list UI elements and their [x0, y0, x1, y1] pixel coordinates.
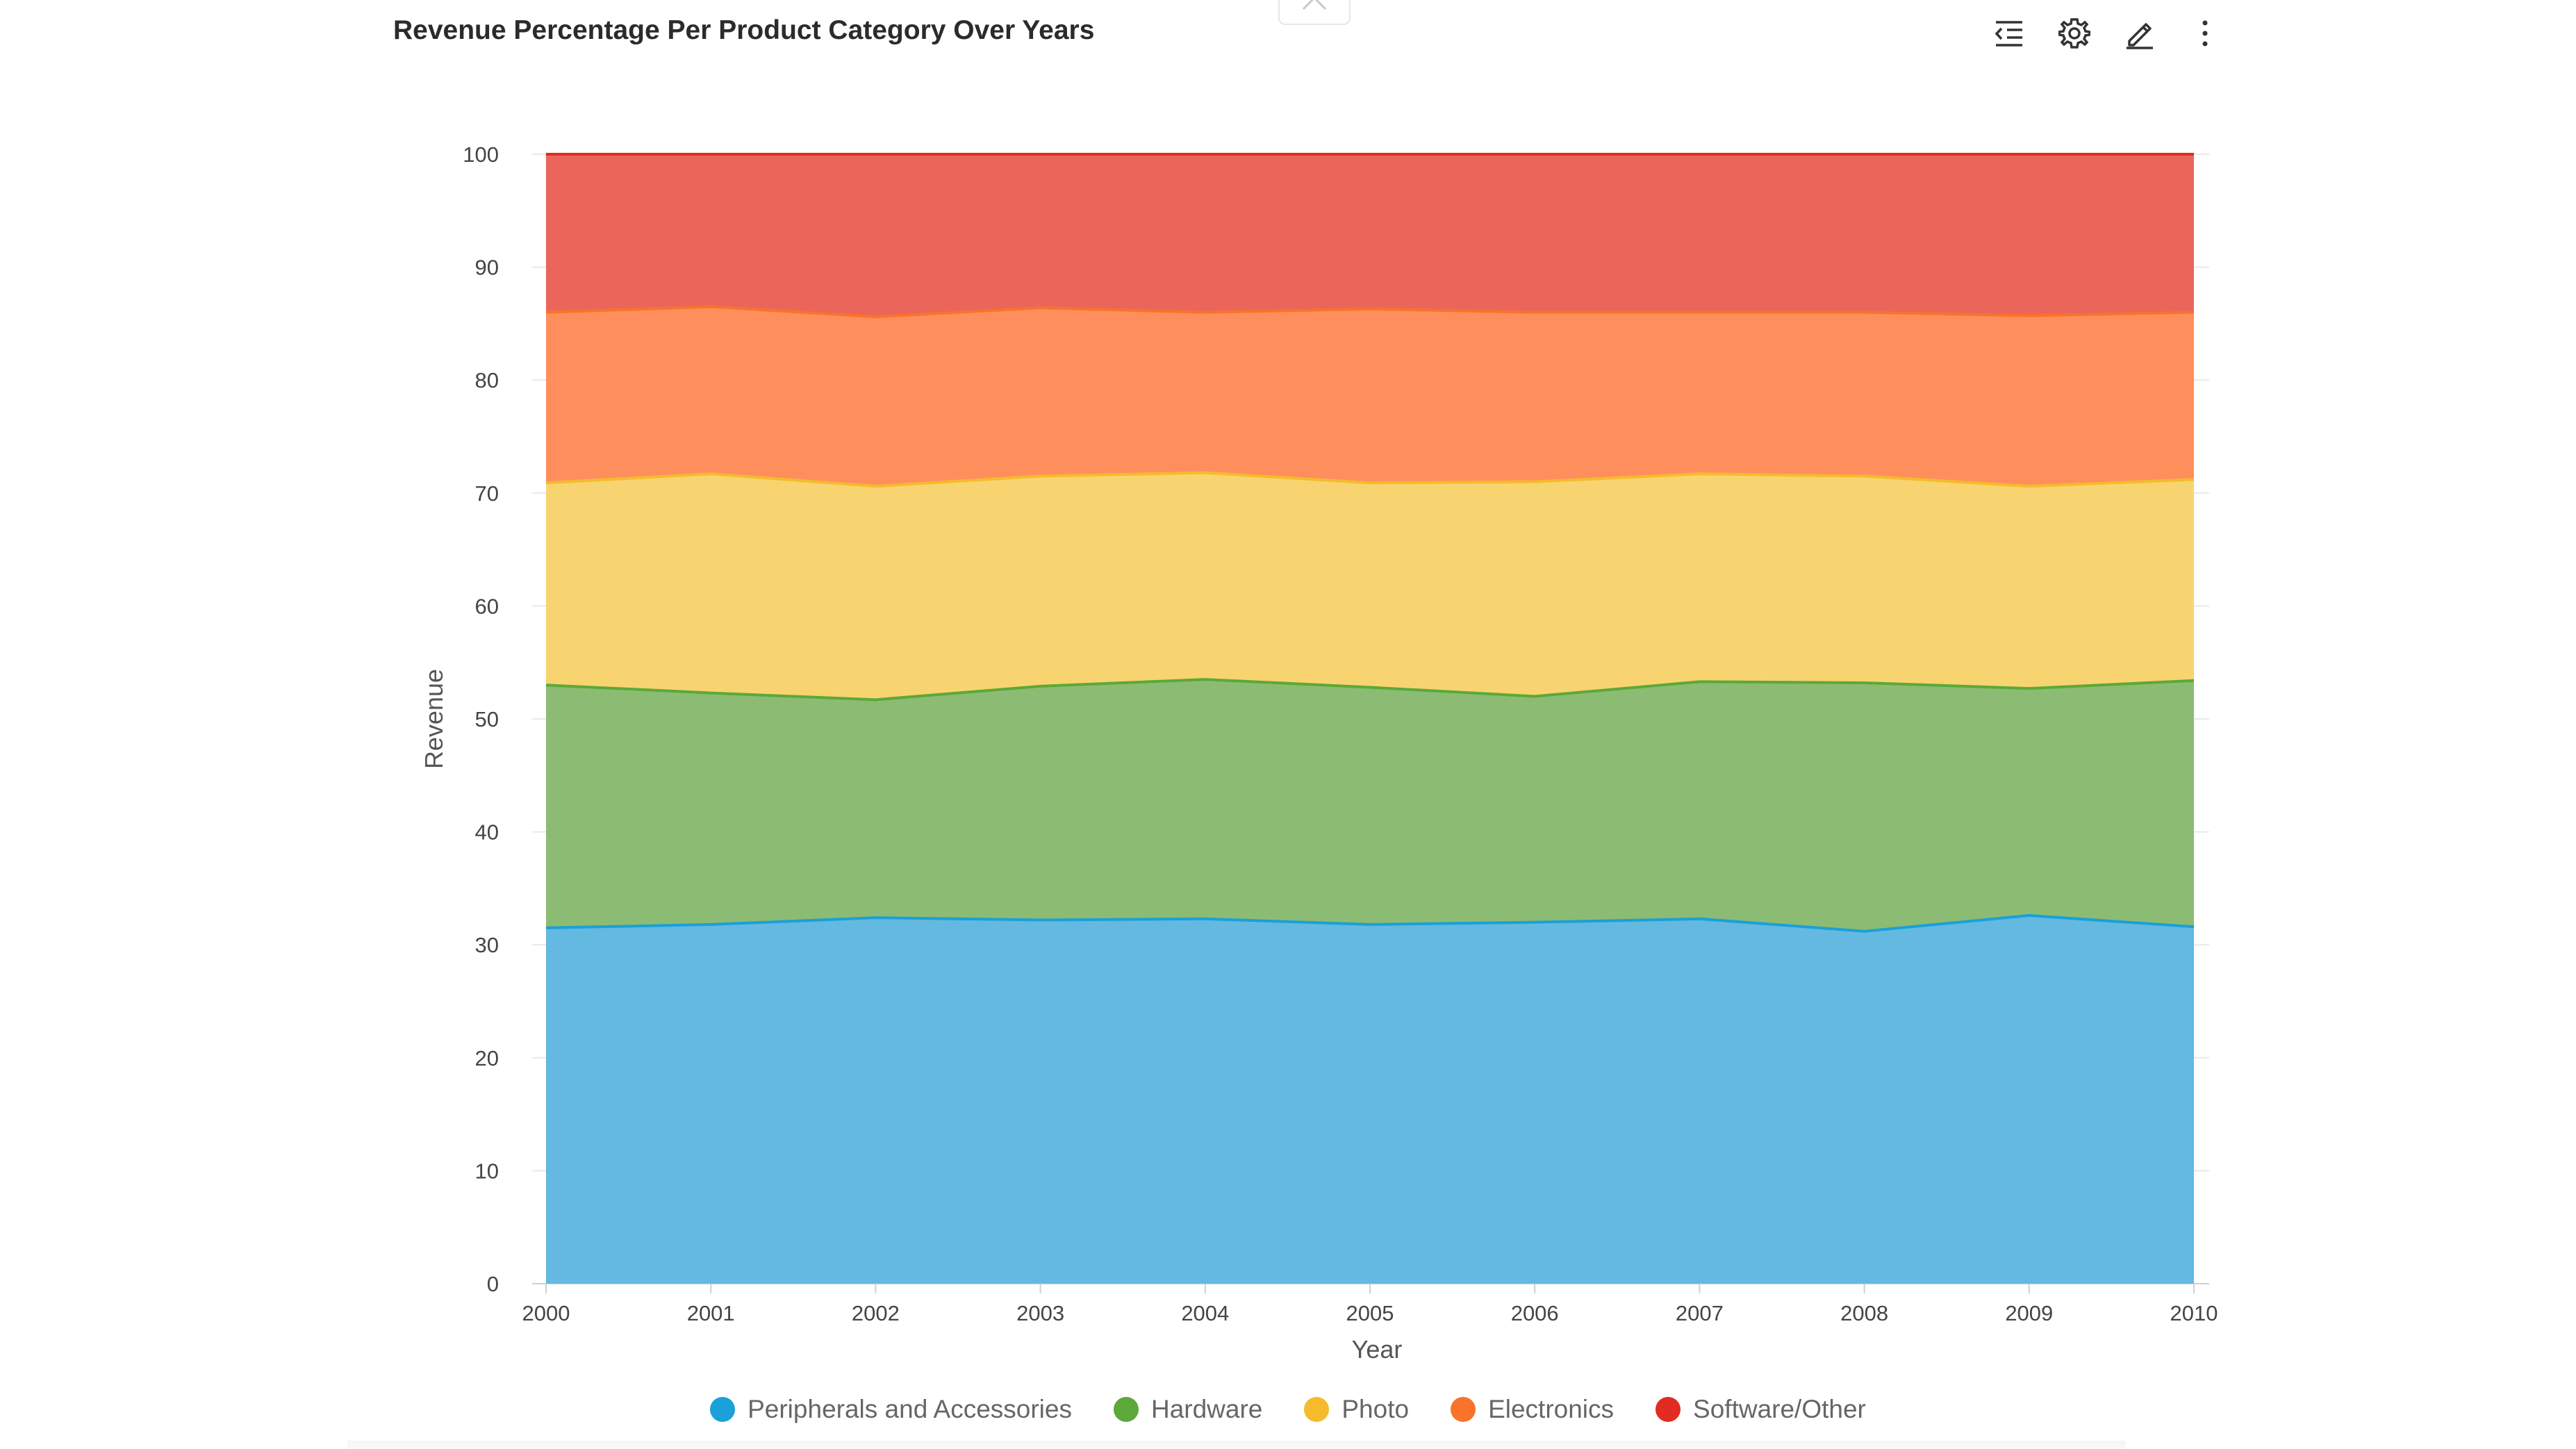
legend-dot: [1304, 1397, 1330, 1422]
x-tick-label: 2007: [1676, 1301, 1724, 1325]
y-tick-label: 70: [475, 481, 499, 506]
card-bottom-edge: [347, 1441, 2126, 1449]
y-tick-label: 0: [487, 1272, 499, 1296]
x-axis-title: Year: [1352, 1335, 1403, 1364]
legend-label: Peripherals and Accessories: [748, 1395, 1072, 1423]
legend-dot: [710, 1397, 736, 1422]
x-tick-label: 2000: [522, 1301, 570, 1325]
legend-item-electronics[interactable]: Electronics: [1451, 1395, 1614, 1424]
line-layer: [545, 153, 2195, 933]
legend-item-software-other[interactable]: Software/Other: [1656, 1395, 1866, 1424]
more-options-button[interactable]: [2183, 13, 2227, 57]
legend-dot: [1113, 1397, 1139, 1422]
y-tick-label: 60: [475, 594, 499, 618]
line-peripherals-and-accessories: [545, 913, 2195, 933]
legend-item-photo[interactable]: Photo: [1304, 1395, 1409, 1424]
line-photo: [545, 471, 2195, 488]
indent-list-button[interactable]: [1987, 13, 2031, 57]
chevron-up-icon: [1301, 0, 1328, 15]
area-peripherals-and-accessories: [546, 915, 2194, 1284]
chart-title: Revenue Percentage Per Product Category …: [393, 15, 1095, 45]
y-tick-label: 20: [475, 1046, 499, 1070]
y-axis-title: Revenue: [420, 669, 448, 769]
y-tick-label: 40: [475, 820, 499, 845]
gear-icon: [2058, 17, 2091, 53]
line-electronics: [545, 305, 2195, 319]
legend-dot: [1656, 1397, 1681, 1422]
y-tick-label: 10: [475, 1159, 499, 1183]
x-tick-label: 2001: [687, 1301, 735, 1325]
x-tick-label: 2010: [2170, 1301, 2218, 1325]
x-tick-label: 2005: [1346, 1301, 1394, 1325]
legend-item-peripherals-and-accessories[interactable]: Peripherals and Accessories: [710, 1395, 1072, 1424]
indent-list-icon: [1993, 19, 2025, 51]
area-software-other: [546, 154, 2194, 317]
x-tick-label: 2003: [1016, 1301, 1064, 1325]
area-electronics: [546, 306, 2194, 487]
settings-button[interactable]: [2052, 13, 2097, 57]
more-vertical-icon: [2198, 17, 2212, 53]
legend-label: Software/Other: [1693, 1395, 1866, 1423]
legend-dot: [1451, 1397, 1476, 1422]
area-hardware: [546, 679, 2194, 932]
y-tick-label: 90: [475, 256, 499, 280]
x-tick-label: 2002: [852, 1301, 900, 1325]
collapse-toggle[interactable]: [1278, 0, 1351, 25]
x-tick-label: 2009: [2005, 1301, 2053, 1325]
y-tick-label: 80: [475, 368, 499, 392]
pencil-icon: [2124, 17, 2156, 53]
axis-layer: 0 10 20 30 40 50 60 70 80 90 100 2000 2001 2002 2003 20…: [420, 142, 2218, 1364]
area-photo: [546, 472, 2194, 700]
y-tick-label: 50: [475, 707, 499, 731]
x-tick-label: 2006: [1511, 1301, 1559, 1325]
legend-label: Electronics: [1488, 1395, 1615, 1423]
x-tick-label: 2008: [1840, 1301, 1888, 1325]
line-hardware: [545, 678, 2195, 702]
legend-label: Photo: [1341, 1395, 1410, 1423]
area-layer: [546, 154, 2194, 1284]
legend-label: Hardware: [1150, 1395, 1263, 1423]
edit-button[interactable]: [2117, 13, 2162, 57]
x-tick-label: 2004: [1181, 1301, 1229, 1325]
chart-legend: Peripherals and Accessories Hardware Photo…: [0, 1395, 2576, 1424]
y-tick-label: 30: [475, 933, 499, 957]
legend-item-hardware[interactable]: Hardware: [1113, 1395, 1263, 1424]
chart-toolbar: [1987, 13, 2227, 57]
y-tick-label: 100: [463, 142, 499, 167]
